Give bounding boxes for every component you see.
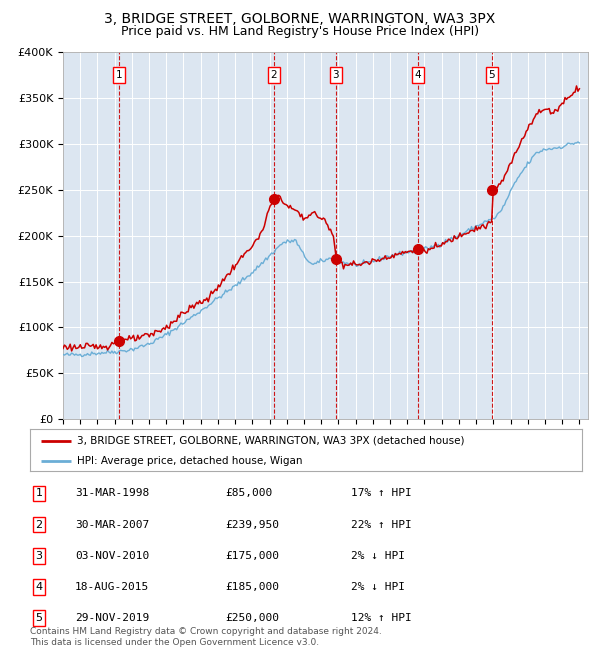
Text: 18-AUG-2015: 18-AUG-2015: [75, 582, 149, 592]
Text: Contains HM Land Registry data © Crown copyright and database right 2024.
This d: Contains HM Land Registry data © Crown c…: [30, 627, 382, 647]
Text: 3: 3: [332, 70, 339, 80]
Text: £185,000: £185,000: [225, 582, 279, 592]
Text: £175,000: £175,000: [225, 551, 279, 561]
Text: 5: 5: [488, 70, 495, 80]
Text: 2: 2: [35, 519, 43, 530]
Text: 17% ↑ HPI: 17% ↑ HPI: [351, 488, 412, 499]
Text: 2% ↓ HPI: 2% ↓ HPI: [351, 582, 405, 592]
Text: 3, BRIDGE STREET, GOLBORNE, WARRINGTON, WA3 3PX: 3, BRIDGE STREET, GOLBORNE, WARRINGTON, …: [104, 12, 496, 26]
Text: £239,950: £239,950: [225, 519, 279, 530]
Text: 1: 1: [35, 488, 43, 499]
Text: £85,000: £85,000: [225, 488, 272, 499]
Text: 1: 1: [116, 70, 122, 80]
Text: 2: 2: [271, 70, 277, 80]
Text: 12% ↑ HPI: 12% ↑ HPI: [351, 613, 412, 623]
Text: 30-MAR-2007: 30-MAR-2007: [75, 519, 149, 530]
Text: 4: 4: [35, 582, 43, 592]
Text: 3, BRIDGE STREET, GOLBORNE, WARRINGTON, WA3 3PX (detached house): 3, BRIDGE STREET, GOLBORNE, WARRINGTON, …: [77, 436, 464, 446]
Text: Price paid vs. HM Land Registry's House Price Index (HPI): Price paid vs. HM Land Registry's House …: [121, 25, 479, 38]
Text: 03-NOV-2010: 03-NOV-2010: [75, 551, 149, 561]
Text: 29-NOV-2019: 29-NOV-2019: [75, 613, 149, 623]
Text: 31-MAR-1998: 31-MAR-1998: [75, 488, 149, 499]
Text: 4: 4: [415, 70, 421, 80]
Text: 22% ↑ HPI: 22% ↑ HPI: [351, 519, 412, 530]
Text: 2% ↓ HPI: 2% ↓ HPI: [351, 551, 405, 561]
Text: HPI: Average price, detached house, Wigan: HPI: Average price, detached house, Wiga…: [77, 456, 302, 465]
Text: 5: 5: [35, 613, 43, 623]
Text: £250,000: £250,000: [225, 613, 279, 623]
Text: 3: 3: [35, 551, 43, 561]
